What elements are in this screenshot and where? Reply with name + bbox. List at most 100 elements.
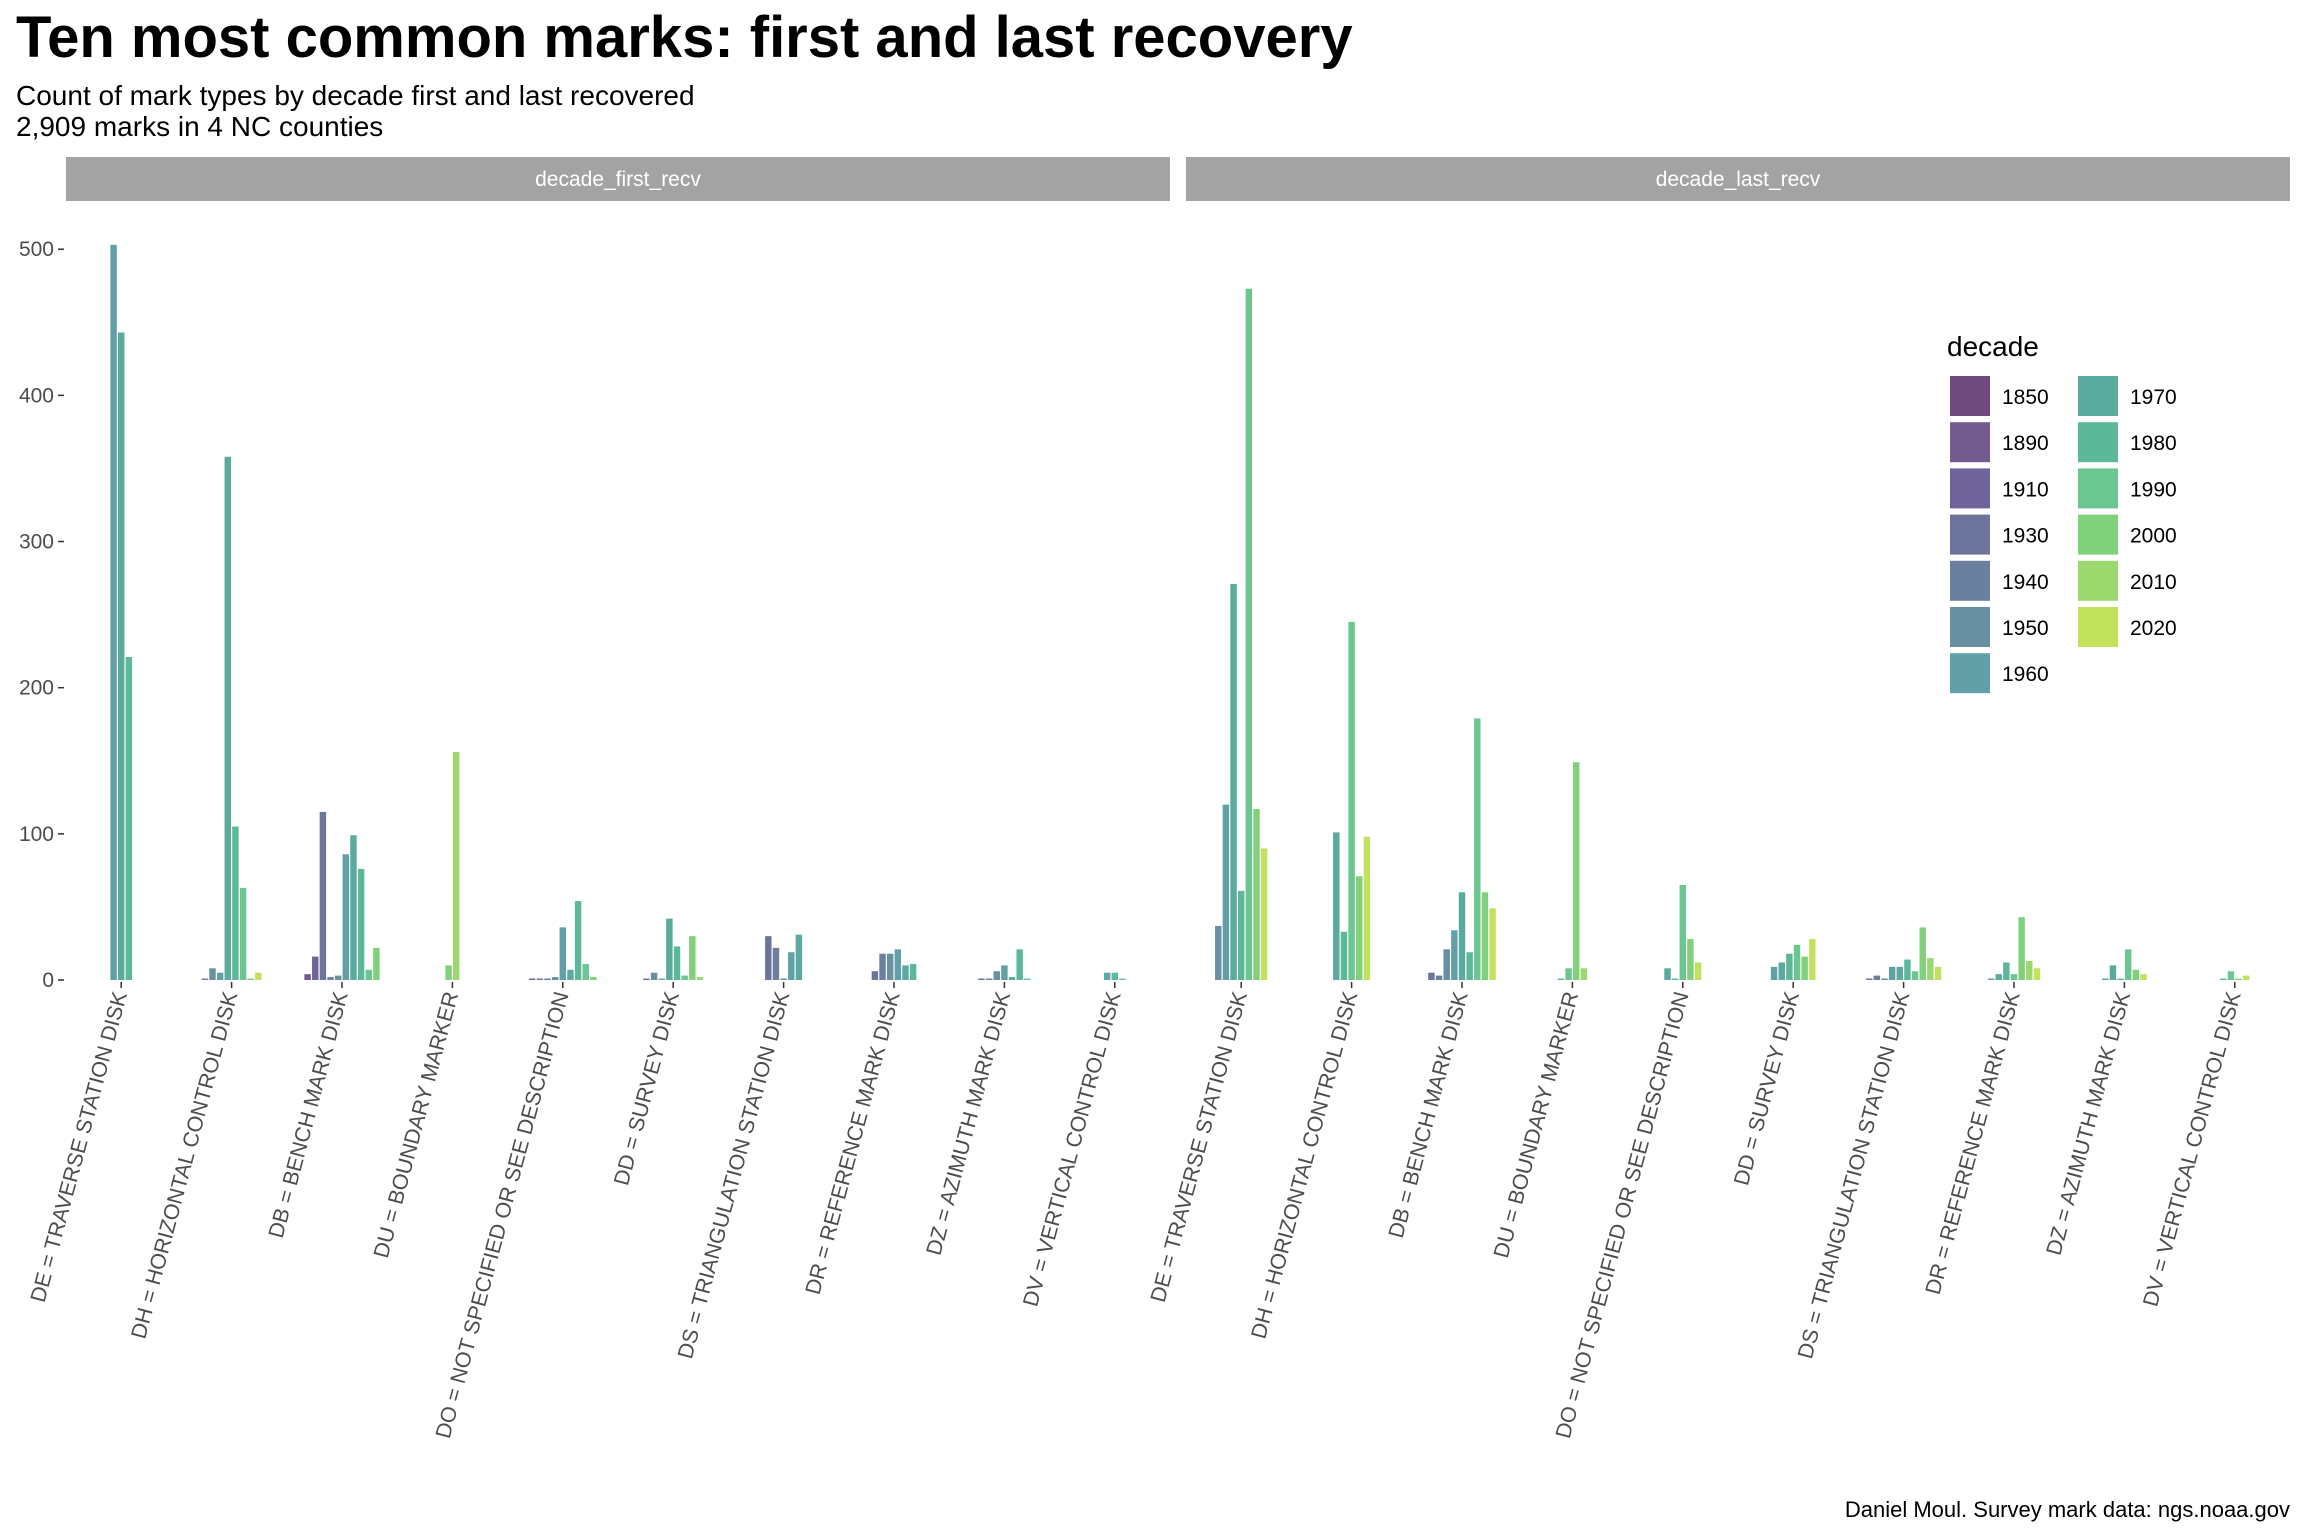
bar-1990 (1245, 288, 1253, 980)
bar-2000 (247, 978, 254, 980)
x-tick-label: DR = REFERENCE MARK DISK (1921, 988, 2025, 1297)
bar-1940 (327, 977, 334, 980)
bar-2010 (2026, 961, 2033, 980)
bar-2020 (1260, 848, 1268, 980)
bar-1970 (567, 969, 574, 980)
legend-item-1890: 1890 (1950, 422, 2049, 463)
bar-1910 (529, 978, 536, 980)
legend-label: 2020 (2130, 617, 2177, 640)
bar-2000 (2018, 917, 2025, 980)
bar-2020 (1934, 966, 1942, 980)
legend-label: 1890 (2002, 432, 2049, 455)
bar-1960 (788, 952, 795, 980)
legend-label: 1850 (2002, 386, 2049, 409)
bar-1980 (1904, 959, 1911, 980)
bar-2010 (1927, 958, 1934, 980)
facet-strip (66, 157, 1170, 201)
panel-decade-last-recv: decade_last_recv DE = TRAVERSE STATION DI… (1146, 157, 2290, 1441)
bar-1980 (1237, 890, 1245, 980)
bar-1990 (1911, 971, 1919, 980)
legend-item-1970: 1970 (2078, 376, 2177, 416)
legend-label: 1960 (2002, 663, 2049, 686)
bar-group-du-boundary-marker (445, 752, 460, 980)
bar-2020 (2033, 968, 2041, 980)
bar-1980 (2003, 962, 2010, 980)
y-tick-label: 0 (42, 969, 54, 992)
bar-1970 (117, 332, 125, 980)
bar-1980 (357, 868, 365, 980)
bar-1950 (209, 968, 216, 980)
bar-2000 (1919, 927, 1926, 980)
bar-2020 (1694, 962, 1702, 980)
bar-group-de-traverse-station-disk (110, 244, 133, 980)
bar-2020 (1489, 908, 1496, 980)
x-tick-label: DO = NOT SPECIFIED OR SEE DESCRIPTION (1551, 989, 1694, 1441)
bar-1990 (582, 963, 589, 980)
bar-1970 (224, 456, 231, 980)
bar-1950 (780, 978, 787, 980)
legend-item-1950: 1950 (1950, 607, 2049, 647)
x-tick-label: DE = TRAVERSE STATION DISK (1146, 988, 1252, 1304)
bar-1940 (201, 978, 209, 980)
x-tick-label: DO = NOT SPECIFIED OR SEE DESCRIPTION (431, 989, 574, 1441)
bar-1980 (574, 901, 582, 980)
legend-label: 1950 (2002, 617, 2049, 640)
bar-group-ds-triangulation-station-disk (1865, 927, 1942, 980)
bar-1890 (304, 974, 311, 980)
x-tick-label: DE = TRAVERSE STATION DISK (26, 988, 132, 1304)
bar-2000 (590, 977, 597, 980)
bar-2000 (373, 947, 380, 980)
legend-label: 1970 (2130, 386, 2177, 409)
bar-2020 (255, 972, 262, 980)
bar-1980 (1671, 978, 1679, 980)
legend-label: 1980 (2130, 432, 2177, 455)
bar-1990 (1793, 944, 1801, 980)
x-tick-label: DB = BENCH MARK DISK (1384, 988, 1473, 1240)
x-tick-label: DV = VERTICAL CONTROL DISK (2138, 988, 2245, 1309)
bar-group-db-bench-mark-disk (304, 811, 380, 980)
bar-group-do-not-specified-or-see-description (529, 901, 597, 980)
bar-1990 (1565, 968, 1572, 980)
bar-1950 (551, 977, 559, 980)
bar-1950 (334, 975, 342, 980)
chart-subtitle-line-2: 2,909 marks in 4 NC counties (16, 111, 384, 142)
bar-1970 (1896, 966, 1903, 980)
bar-1960 (1451, 930, 1458, 980)
bar-2010 (453, 752, 460, 980)
bar-2000 (1687, 939, 1694, 980)
bar-1980 (1557, 978, 1565, 980)
bar-2000 (1481, 892, 1489, 980)
legend-swatch (1950, 514, 1990, 555)
y-tick-label: 500 (19, 238, 54, 261)
bar-1990 (1474, 718, 1481, 980)
bar-1980 (2117, 978, 2124, 980)
bar-group-ds-triangulation-station-disk (765, 934, 803, 980)
bar-1970 (902, 965, 909, 980)
legend-swatch (2078, 514, 2118, 555)
bar-1960 (1987, 978, 1995, 980)
bar-1930 (643, 978, 650, 980)
bar-group-dv-vertical-control-disk (2220, 971, 2250, 980)
bar-1990 (239, 887, 247, 980)
legend-label: 2000 (2130, 525, 2177, 548)
bar-2000 (2132, 969, 2140, 980)
bar-1970 (1995, 974, 2002, 980)
bar-1950 (886, 953, 894, 980)
bar-2000 (445, 965, 452, 980)
bar-1950 (1443, 949, 1450, 980)
facet-strip (1186, 157, 2290, 201)
bar-2020 (2243, 975, 2250, 980)
x-tick-label: DU = BOUNDARY MARKER (1489, 989, 1583, 1260)
bar-1960 (658, 978, 665, 980)
bar-1930 (871, 971, 879, 980)
bar-group-dv-vertical-control-disk (1103, 972, 1126, 980)
bar-1950 (1881, 978, 1888, 980)
bar-group-dh-horizontal-control-disk (1333, 621, 1371, 980)
legend-swatch (2078, 560, 2118, 601)
bar-1930 (319, 811, 327, 980)
x-tick-label: DZ = AZIMUTH MARK DISK (2042, 988, 2136, 1257)
bar-1960 (2102, 978, 2109, 980)
bar-1960 (1888, 966, 1896, 980)
bar-2020 (1809, 939, 1816, 980)
legend-item-1910: 1910 (1950, 468, 2049, 509)
